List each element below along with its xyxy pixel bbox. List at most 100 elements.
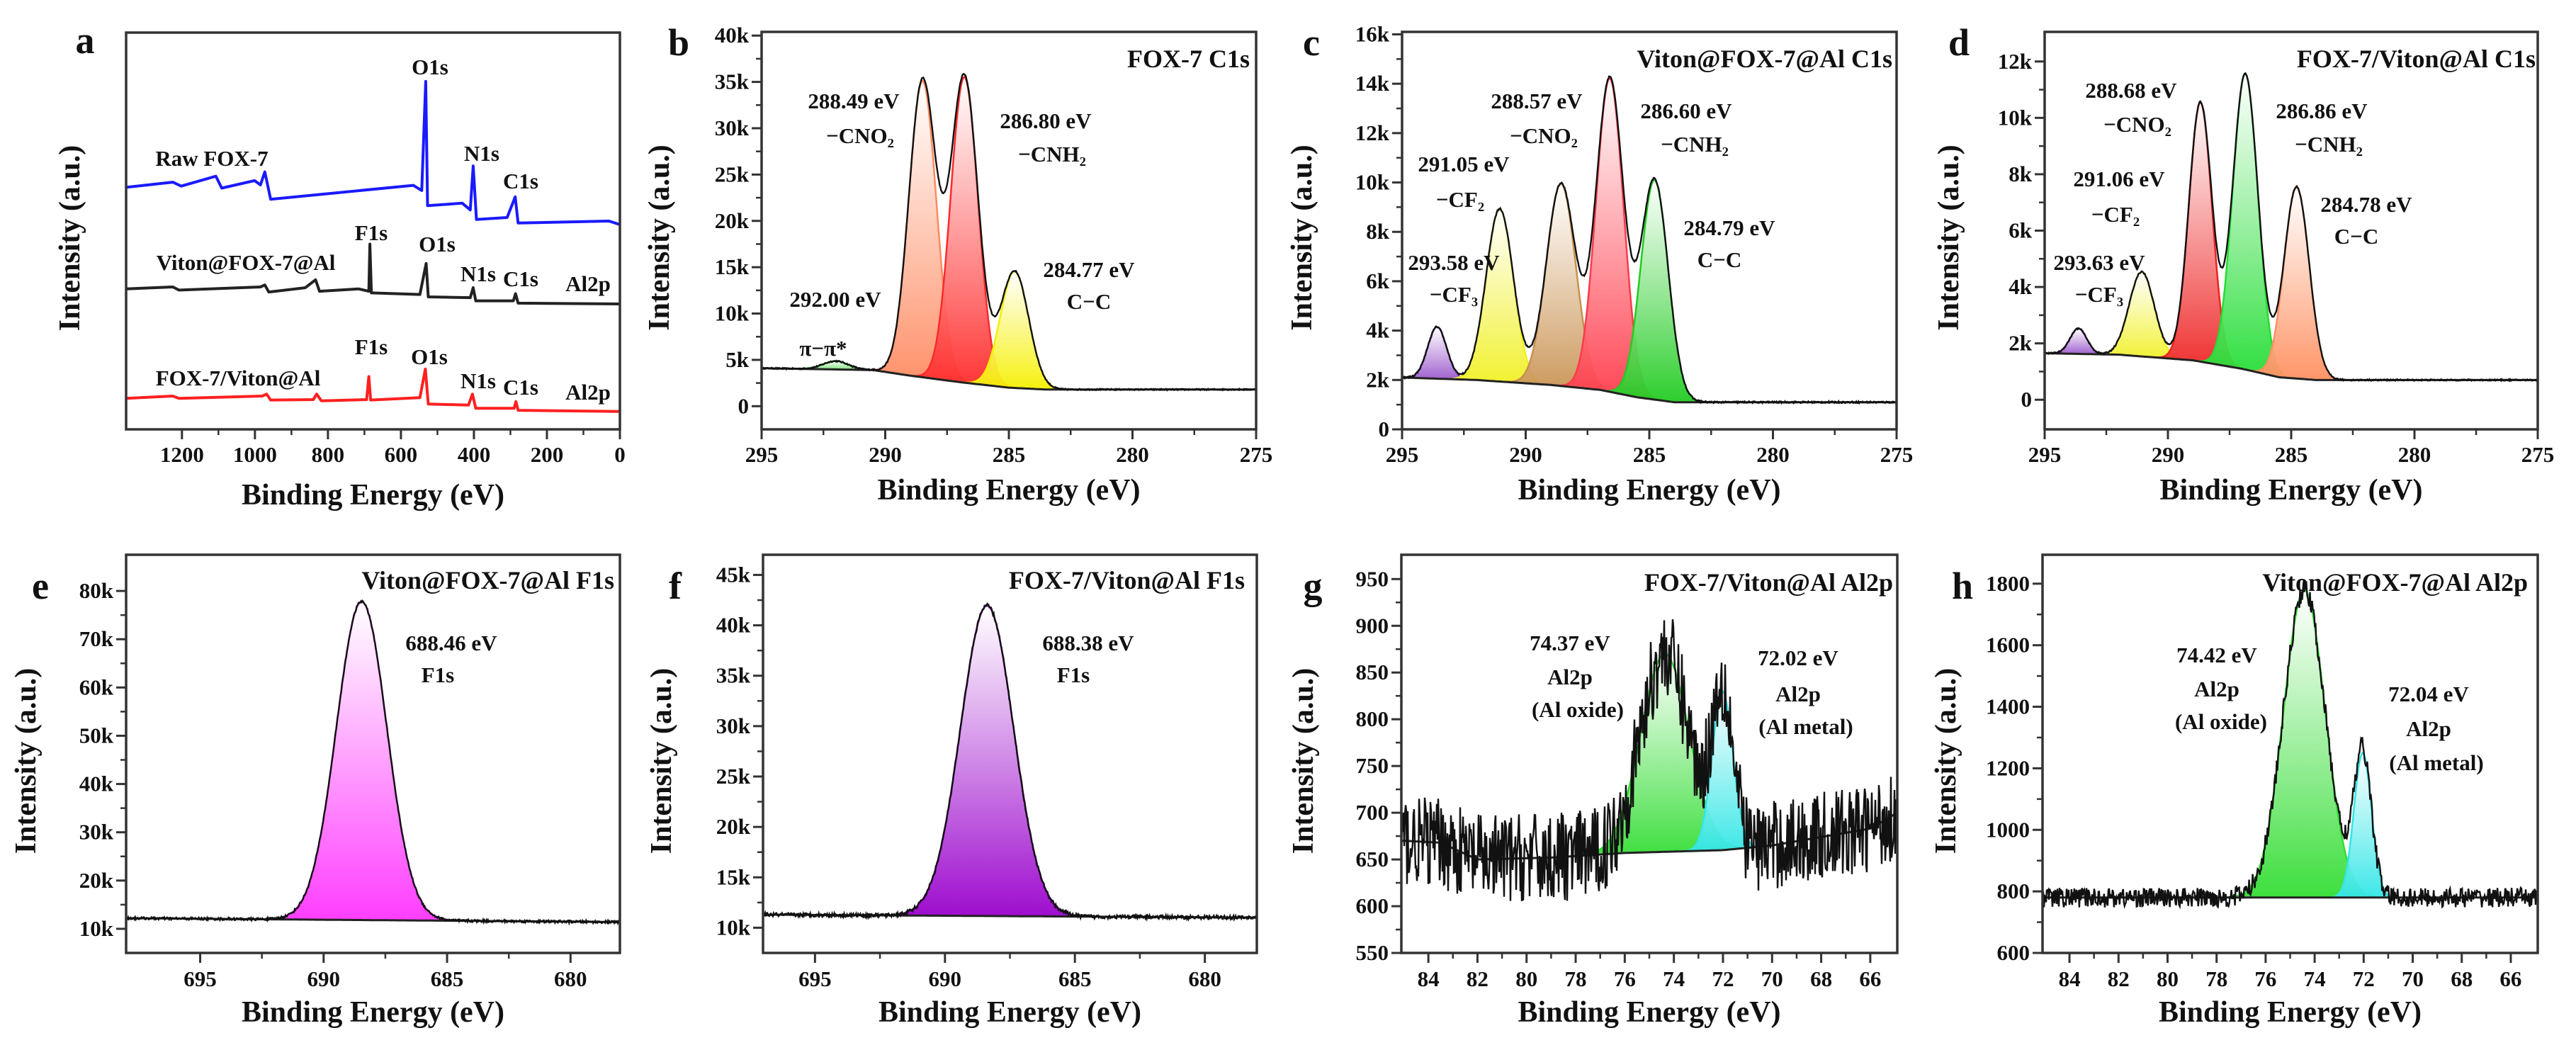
peak-annotation: F1s [1057,662,1090,687]
y-tick-label: 1000 [1986,817,2030,842]
x-axis-title: Binding Energy (eV) [242,996,504,1029]
x-tick-label: 200 [531,442,564,467]
plot-area [2045,72,2538,383]
peak-annotation: Al2p [565,271,611,296]
peak-annotation: 74.42 eV [2176,643,2257,667]
panel-title: Viton@FOX-7@Al Al2p [2262,568,2528,597]
y-tick-label: 16k [1355,21,1390,46]
spectrum-line [2045,72,2538,383]
x-tick-label: 275 [1240,442,1273,467]
y-tick-label: 40k [715,23,750,47]
peak-annotation: O1s [411,344,448,369]
spectrum-line [126,599,620,926]
panel-f: 695 690 685 680 10k 15k 20k 25k 30k 35k 40k 45k Bind… [645,553,1258,1029]
y-tick-label: 20k [715,208,750,233]
y-tick-label: 1600 [1986,633,2030,657]
peak-annotation: O1s [412,55,448,79]
x-tick-label: 280 [2398,442,2431,467]
peak-annotation: −CNO₂ [1510,123,1578,148]
x-tick-label: 275 [2521,442,2555,467]
y-axis-title: Intensity (a.u.) [10,668,43,854]
x-tick-label: 0 [614,442,626,467]
x-tick-label: 74 [1663,966,1685,991]
peak-annotation: (Al metal) [2389,750,2483,775]
plot-frame [125,31,621,431]
y-axis-title: Intensity (a.u.) [1287,668,1320,854]
x-tick-label: 800 [312,442,345,467]
y-tick-label: 45k [716,562,751,587]
peak-annotation: C1s [503,375,538,400]
x-tick-label: 275 [1880,442,1914,467]
y-tick-label: 600 [1356,893,1389,918]
peak-annotation: Al2p [565,380,611,405]
y-tick-label: 25k [715,162,750,186]
x-tick-label: 84 [1418,966,1440,991]
y-axis-title: Intensity (a.u.) [643,145,676,331]
y-tick-label: 0 [2021,387,2033,412]
y-tick-label: 750 [1356,753,1389,778]
peak-annotation: C−C [1697,247,1741,272]
peak-annotation: F1s [355,220,388,245]
x-tick-label: 680 [1188,966,1221,991]
y-tick-label: 35k [715,69,750,94]
peak-annotation: Al2p [2406,716,2451,741]
peak-annotation: O1s [419,232,456,256]
peak-annotation: 72.04 eV [2388,682,2469,706]
x-tick-label: 295 [745,442,779,467]
peak-annotation: 286.80 eV [1000,108,1092,133]
plot-area [1401,619,1897,901]
x-axis-title: Binding Energy (eV) [1518,474,1780,507]
plot-frame [125,553,621,954]
peak-annotation: Al2p [1775,682,1821,706]
x-tick-label: 68 [1810,966,1832,991]
x-tick-label: 685 [1058,966,1092,991]
panel-e: 695 690 685 680 10k 20k 30k 40k 50k 60k 70k 80k Bind… [10,553,621,1029]
peak-annotation: −CF₂ [1436,187,1484,212]
y-tick-label: 80k [79,578,114,603]
plot-area [126,79,620,413]
peak-annotation: Viton@FOX-7@Al [157,250,336,275]
x-tick-label: 82 [2108,966,2130,991]
peak-component-0 [2196,589,2412,899]
y-tick-label: 8k [2009,162,2033,186]
y-tick-label: 40k [79,772,114,796]
peak-annotation: (Al oxide) [2175,709,2267,734]
y-tick-label: 12k [1355,120,1390,145]
y-tick-label: 1800 [1986,571,2030,596]
panel-c: 295 290 285 280 275 0 2k 4k 6k 8k 10k 12k 14k 16k Bind… [1286,21,1913,507]
x-tick-label: 72 [2353,966,2375,991]
peak-annotation: Al2p [1547,665,1593,689]
y-tick-label: 550 [1356,940,1389,965]
peak-annotation: 288.49 eV [808,89,900,113]
y-tick-label: 10k [79,916,114,941]
x-tick-label: 685 [431,966,464,991]
panel-b: 295 290 285 280 275 0 5k 10k 15k 20k 25k 30k 35k 40k B… [643,21,1272,507]
x-axis-title: Binding Energy (eV) [877,474,1140,507]
y-tick-label: 1200 [1986,755,2030,780]
peak-annotation: 293.58 eV [1408,250,1500,275]
x-tick-label: 80 [1515,966,1537,991]
panel-title: FOX-7 C1s [1127,45,1250,73]
peak-annotation: 293.63 eV [2053,250,2145,275]
x-tick-label: 84 [2059,966,2081,991]
y-tick-label: 10k [1355,170,1390,195]
x-tick-label: 295 [2028,442,2062,467]
panel-title: FOX-7/Viton@Al Al2p [1644,568,1893,597]
peak-annotation: 291.05 eV [1418,152,1510,176]
peak-annotation: 688.46 eV [405,631,497,655]
panel-letter: c [1303,21,1320,64]
y-tick-label: 25k [716,764,751,789]
y-tick-label: 10k [716,915,751,939]
panel-h: 84 82 80 78 76 74 72 70 68 66 600 800 1000 1200 1400 16… [1930,553,2539,1029]
y-axis-title: Intensity (a.u.) [1933,145,1965,331]
x-tick-label: 66 [1859,966,1881,991]
x-tick-label: 680 [554,966,587,991]
y-tick-label: 30k [715,115,750,140]
survey-series-1 [126,242,620,305]
x-tick-label: 280 [1756,442,1790,467]
x-tick-label: 78 [2205,966,2227,991]
y-tick-label: 2k [2009,331,2033,356]
x-tick-label: 1000 [233,442,277,467]
peak-annotation: 288.57 eV [1491,89,1583,113]
peak-annotation: −CNO₂ [2103,112,2171,137]
